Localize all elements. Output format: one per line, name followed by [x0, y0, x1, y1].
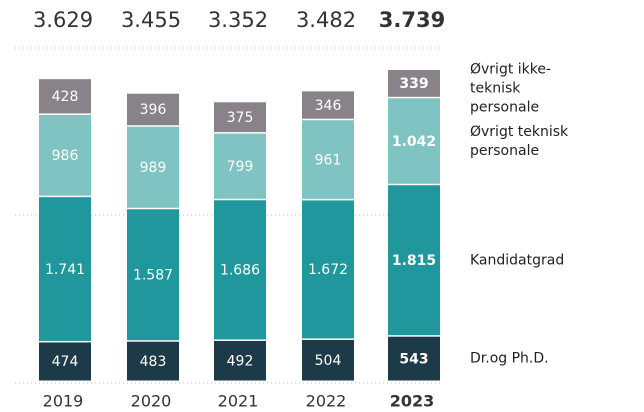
value-label: 1.686 [220, 263, 260, 279]
x-tick-label: 2023 [390, 392, 435, 411]
bar-segment [388, 70, 440, 97]
x-tick-label: 2019 [43, 392, 84, 411]
bar-segment [388, 98, 440, 184]
bar-segment [39, 79, 91, 114]
value-label: 504 [315, 353, 342, 369]
bar-segment [127, 93, 179, 126]
bar-segment [127, 341, 179, 381]
bar-segment [302, 91, 354, 119]
value-label: 1.741 [45, 262, 85, 278]
x-tick-label: 2020 [131, 392, 172, 411]
value-label: 1.587 [133, 267, 173, 283]
bar-segment [214, 102, 266, 133]
total-label: 3.739 [379, 8, 445, 32]
value-label: 961 [315, 152, 342, 168]
bar-segment [214, 340, 266, 381]
value-label: 1.042 [392, 134, 436, 150]
legend-entry: Øvrigt teknisk personale [470, 123, 569, 159]
value-label: 474 [52, 354, 79, 370]
bar-segment [302, 120, 354, 199]
total-label: 3.455 [121, 8, 181, 32]
bar-segment [127, 209, 179, 341]
value-label: 492 [227, 353, 254, 369]
bar-segment [39, 114, 91, 196]
x-tick-label: 2021 [218, 392, 259, 411]
value-label: 375 [227, 110, 254, 126]
value-label: 428 [52, 89, 79, 105]
value-label: 1.672 [308, 262, 348, 278]
legend-entry: Kandidatgrad [470, 252, 565, 269]
bar-segment [39, 342, 91, 381]
value-label: 989 [140, 160, 167, 176]
value-label: 339 [399, 76, 428, 92]
legend-entry: Dr.og Ph.D. [470, 350, 549, 367]
value-label: 799 [227, 159, 254, 175]
total-label: 3.352 [208, 8, 268, 32]
total-label: 3.482 [296, 8, 356, 32]
legend-entry: Øvrigt ikke-teknisk personale [470, 61, 552, 116]
bar-segment [214, 133, 266, 199]
total-label: 3.629 [33, 8, 93, 32]
bar-segment [214, 200, 266, 340]
value-label: 483 [140, 354, 167, 370]
bar-segment [39, 197, 91, 341]
value-label: 986 [52, 148, 79, 164]
bar-segment [302, 200, 354, 339]
bar-segment [127, 126, 179, 208]
x-tick-label: 2022 [306, 392, 347, 411]
bar-segment [302, 339, 354, 381]
bar-segment [388, 185, 440, 336]
value-label: 396 [140, 102, 167, 118]
bar-segment [388, 336, 440, 381]
value-label: 1.815 [392, 253, 436, 269]
value-label: 543 [399, 351, 428, 367]
value-label: 346 [315, 98, 342, 114]
